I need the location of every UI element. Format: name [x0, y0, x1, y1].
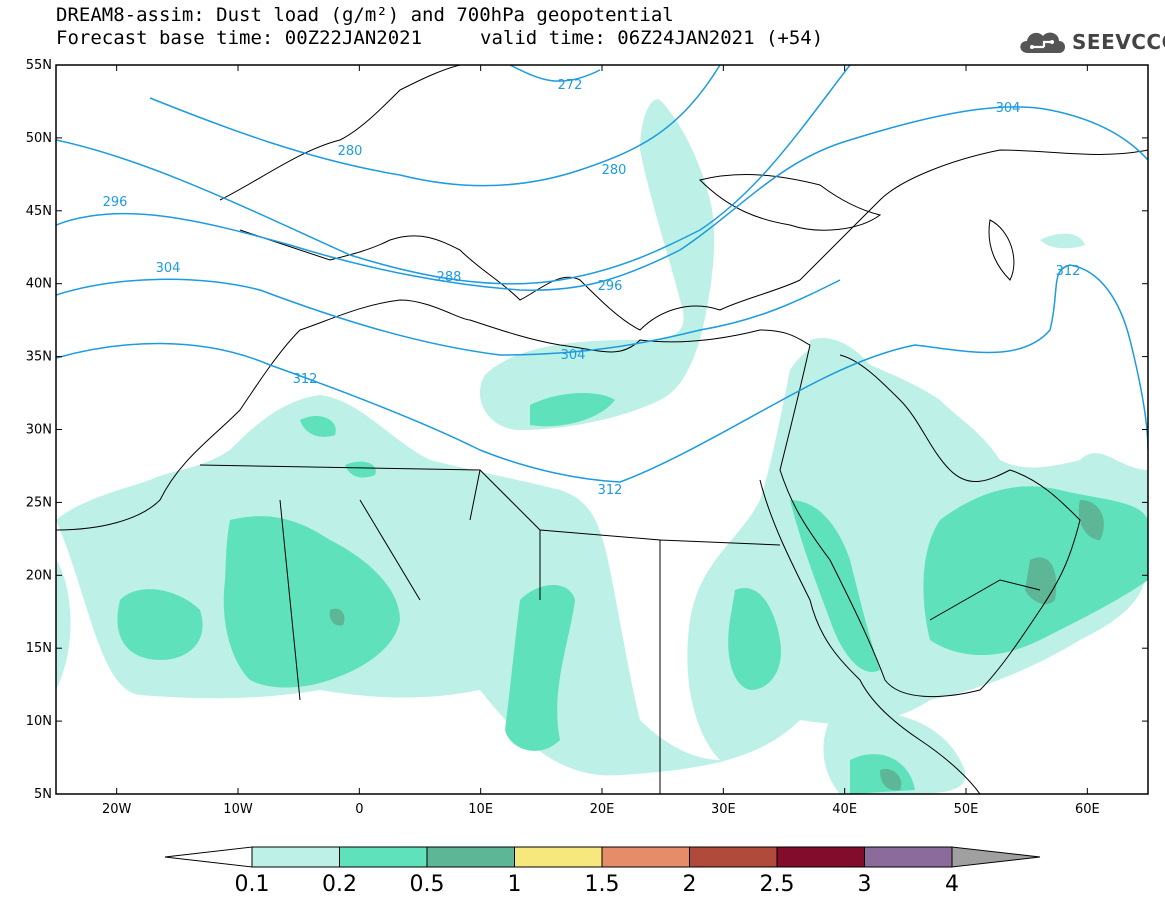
contour-272	[509, 65, 601, 82]
lat-label: 15N	[26, 641, 52, 656]
lat-label: 50N	[26, 131, 52, 146]
logo-text: SEEVCCC	[1072, 30, 1165, 54]
contour-label: 312	[1056, 264, 1081, 279]
colorbar-label: 2	[683, 872, 697, 897]
valid-time: valid time: 06Z24JAN2021 (+54)	[480, 27, 824, 49]
colorbar-label: 0.1	[235, 872, 270, 897]
contour-304	[56, 278, 841, 356]
dust-level-0.1	[56, 99, 1148, 794]
contour-label: 296	[598, 279, 623, 294]
latitude-axis: 55N 50N 45N 40N 35N 30N 25N 20N 15N 10N 5N	[26, 58, 1148, 802]
forecast-times: Forecast base time: 00Z22JAN2021 valid ti…	[56, 27, 823, 49]
arabian-peninsula-coast	[779, 344, 1081, 697]
contour-label: 304	[156, 261, 181, 276]
lat-label: 10N	[26, 714, 52, 729]
colorbar-segment	[339, 846, 428, 868]
dust-level-0.5	[329, 500, 1104, 791]
longitude-axis: 20W 10W 0 10E 20E 30E 40E 50E 60E	[102, 65, 1100, 817]
lat-label: 5N	[34, 787, 52, 802]
caspian-sea	[988, 219, 1015, 281]
national-borders	[199, 464, 1041, 794]
contour-label: 312	[598, 483, 623, 498]
contour-288	[56, 65, 851, 285]
lat-label: 30N	[26, 423, 52, 438]
lon-label: 40E	[832, 802, 857, 817]
contour-label: 272	[558, 78, 583, 93]
black-sea	[699, 174, 882, 231]
colorbar: 0.1 0.2 0.5 1 1.5 2 2.5 3 4	[164, 846, 1041, 897]
colorbar-over-triangle	[951, 846, 1041, 868]
dust-fields	[56, 99, 1148, 794]
atlantic-europe-coast	[219, 65, 461, 201]
lon-label: 0	[355, 802, 363, 817]
north-africa-coast	[56, 299, 811, 531]
lon-label: 20W	[102, 802, 132, 817]
lon-label: 30E	[711, 802, 736, 817]
colorbar-segment	[426, 846, 515, 868]
lat-label: 20N	[26, 568, 52, 583]
contour-280	[149, 65, 721, 187]
colorbar-label: 2.5	[760, 872, 795, 897]
colorbar-segment	[514, 846, 603, 868]
contour-296	[56, 106, 1148, 291]
contour-label: 288	[437, 270, 462, 285]
colorbar-label: 3	[858, 872, 872, 897]
red-sea-and-horn-coast	[759, 479, 981, 794]
coastlines-and-borders	[56, 65, 1148, 794]
geopotential-contours	[56, 65, 1148, 483]
contour-312	[56, 264, 1148, 483]
colorbar-label: 0.2	[322, 872, 357, 897]
contour-label: 296	[103, 195, 128, 210]
colorbar-segment	[689, 846, 778, 868]
lon-label: 10W	[223, 802, 253, 817]
lat-label: 25N	[26, 495, 52, 510]
colorbar-under-triangle	[164, 846, 253, 868]
lat-label: 35N	[26, 350, 52, 365]
cloud-icon	[1020, 32, 1065, 53]
contour-label: 312	[293, 372, 318, 387]
contour-label: 304	[996, 101, 1021, 116]
europe-south-coast	[239, 149, 1148, 331]
contour-labels: 272 280 280 296 288 296 304 304 304 312 …	[103, 78, 1081, 498]
colorbar-label: 1	[508, 872, 522, 897]
colorbar-segment	[776, 846, 865, 868]
contour-label: 280	[602, 163, 627, 178]
lon-label: 50E	[954, 802, 979, 817]
map-title: DREAM8-assim: Dust load (g/m²) and 700hP…	[56, 4, 674, 26]
seevccc-logo: SEEVCCC	[1016, 24, 1165, 60]
lon-label: 20E	[590, 802, 615, 817]
colorbar-segment	[601, 846, 690, 868]
lon-label: 60E	[1075, 802, 1100, 817]
colorbar-segment	[251, 846, 340, 868]
contour-label: 304	[561, 348, 586, 363]
colorbar-label: 4	[945, 872, 959, 897]
base-time: Forecast base time: 00Z22JAN2021	[56, 27, 423, 49]
colorbar-label: 1.5	[585, 872, 620, 897]
contour-label: 280	[338, 144, 363, 159]
lon-label: 10E	[468, 802, 493, 817]
lat-label: 45N	[26, 204, 52, 219]
lat-label: 40N	[26, 277, 52, 292]
colorbar-label: 0.5	[410, 872, 445, 897]
colorbar-segment	[864, 846, 953, 868]
lat-label: 55N	[26, 58, 52, 73]
